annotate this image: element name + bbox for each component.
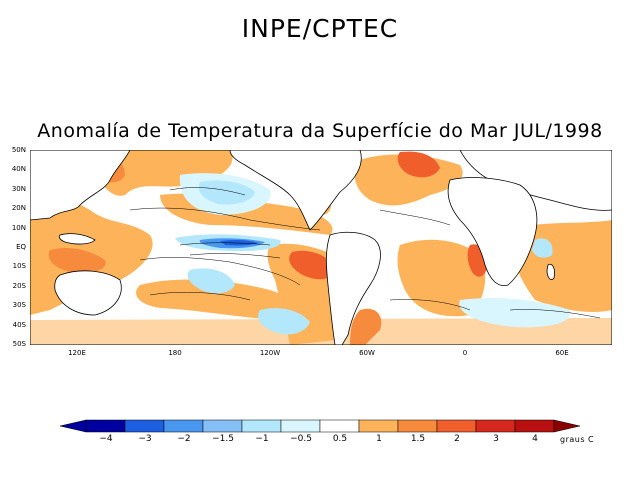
lon-label-180: 180 (168, 349, 182, 357)
lat-label-10n: 10N (11, 224, 26, 232)
contour-lines (129, 187, 601, 319)
land-north-america (229, 150, 362, 231)
agency-header: INPE/CPTEC (241, 14, 399, 43)
lat-label-50s: 50S (12, 340, 26, 348)
colorbar-box-neutral (319, 419, 360, 433)
colorbar-box-neg2 (163, 419, 204, 433)
lat-label-30s: 30S (12, 301, 26, 309)
colorbar-label-pos0-5: 0.5 (332, 434, 348, 444)
land-australia (54, 270, 122, 316)
lat-label-20s: 20S (12, 282, 26, 290)
lat-label-30n: 30N (11, 185, 26, 193)
cold-region-south-pacific (187, 268, 235, 294)
strong-warm-region-south-america-tip (350, 308, 382, 345)
cold-region-equatorial-strongest (220, 239, 258, 246)
colorbar-arrow-left (60, 419, 87, 433)
colorbar-label-neg2: −2 (177, 434, 191, 444)
cold-region-indian-ocean (532, 238, 553, 258)
land-asia (30, 150, 131, 221)
lon-label-120e: 120E (68, 349, 86, 357)
colorbar-arrow-right (553, 419, 580, 433)
colorbar-box-pos1 (397, 419, 438, 433)
warm-region-south-atlantic (397, 239, 486, 317)
warm-region-west-pacific-north (90, 150, 233, 196)
strong-warm-region-indonesia (48, 248, 106, 273)
colorbar-label-neg0-5: −0.5 (290, 434, 312, 444)
colorbar-box-pos2 (475, 419, 516, 433)
land-madagascar (546, 263, 555, 280)
colorbar-box-neg1 (241, 419, 282, 433)
strong-warm-region-north-atlantic (397, 151, 440, 178)
land-africa (447, 177, 538, 287)
colorbar-label-neg4: −4 (99, 434, 113, 444)
lat-label-eq: EQ (16, 243, 26, 251)
lon-label-120w: 120W (259, 349, 281, 357)
colorbar-box-neg4 (85, 419, 126, 433)
sst-anomaly-map (30, 150, 612, 345)
colorbar-label-pos1-5: 1.5 (410, 434, 426, 444)
warm-region-southern-band (30, 318, 612, 345)
colorbar (60, 419, 580, 433)
lon-label-0: 0 (462, 349, 468, 357)
land-south-america (325, 231, 381, 345)
strong-warm-region-peru (289, 250, 335, 280)
cold-region-southern-ocean (459, 298, 571, 328)
colorbar-label-pos1: 1 (376, 434, 382, 444)
colorbar-box-pos1-5 (436, 419, 477, 433)
colorbar-box-pos3 (514, 419, 555, 433)
colorbar-box-neg3 (124, 419, 165, 433)
colorbar-label-pos3: 3 (493, 434, 499, 444)
land-indonesia (58, 233, 96, 245)
cold-region-south-pacific-east (258, 308, 310, 335)
lat-label-20n: 20N (11, 204, 26, 212)
lat-label-10s: 10S (12, 262, 26, 270)
lat-label-40s: 40S (12, 321, 26, 329)
lon-label-60e: 60E (555, 349, 569, 357)
colorbar-label-pos4: 4 (532, 434, 538, 444)
colorbar-label-pos2: 2 (454, 434, 460, 444)
colorbar-box-pos0-5 (358, 419, 399, 433)
lon-label-60w: 60W (359, 349, 375, 357)
landmasses (30, 150, 612, 345)
warm-region-south-pacific (136, 279, 299, 320)
lat-label-50n: 50N (11, 146, 26, 154)
lat-label-40n: 40N (11, 165, 26, 173)
colorbar-label-neg1-5: −1.5 (212, 434, 234, 444)
cold-region-north-pacific-core (198, 180, 255, 205)
colorbar-units: graus C (560, 435, 595, 444)
map-title: Anomalía de Temperatura da Superfície do… (37, 120, 603, 142)
colorbar-label-neg1: −1 (255, 434, 269, 444)
colorbar-label-neg3: −3 (138, 434, 152, 444)
colorbar-box-neg1-5 (202, 419, 243, 433)
colorbar-box-neg0-5 (280, 419, 321, 433)
